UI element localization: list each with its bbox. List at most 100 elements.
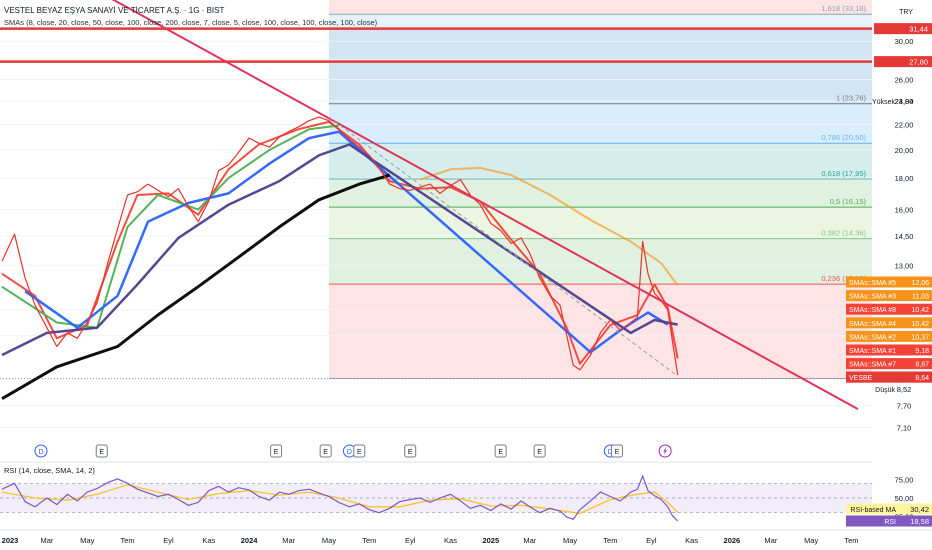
badge-label: SMAs::SMA #5 xyxy=(849,280,896,287)
fib-zone-6 xyxy=(328,284,872,379)
time-tick-label: 2023 xyxy=(2,536,19,545)
badge-value: 27,80 xyxy=(909,58,928,67)
fib-level-label: 0,5 (16,15) xyxy=(830,197,867,206)
rsi-ma-badge: RSI-based MA 30,42 xyxy=(846,503,932,515)
earnings-event-icon[interactable] xyxy=(404,444,417,458)
fib-zone-top xyxy=(328,0,872,15)
time-tick-label: May xyxy=(563,536,577,545)
price-tick-label: 22,00 xyxy=(895,120,914,129)
trendlines[interactable] xyxy=(2,0,859,410)
earnings-event-icon[interactable] xyxy=(270,444,283,458)
badge-bg xyxy=(846,317,932,329)
earnings-event-icon[interactable] xyxy=(494,444,507,458)
price-tick-label: 13,00 xyxy=(895,261,914,270)
low-price-tag: Düşük 8,52 xyxy=(875,385,911,394)
badge-label: SMAs::SMA #7 xyxy=(849,362,896,369)
trendline-1[interactable] xyxy=(328,116,678,377)
earnings-event-icon[interactable] xyxy=(95,444,108,458)
earnings-event-icon[interactable] xyxy=(533,444,546,458)
earnings-event-icon[interactable] xyxy=(353,444,366,458)
time-tick-label: May xyxy=(80,536,94,545)
badge-label: SMAs::SMA #3 xyxy=(849,294,896,301)
fib-zone-4 xyxy=(328,207,872,239)
fib-zone-1 xyxy=(328,103,872,144)
price-tick-label: 26,00 xyxy=(895,76,914,85)
high-price-tag: Yüksek 23,84 xyxy=(872,97,913,106)
indicators-legend: SMAs (8, close, 20, close, 50, close, 10… xyxy=(4,18,378,27)
badge-label: SMAs::SMA #2 xyxy=(849,334,896,341)
fib-level-label: 0,382 (14,36) xyxy=(821,229,866,238)
dividend-event-icon[interactable] xyxy=(34,444,48,458)
fib-zone-ext xyxy=(328,28,872,104)
time-tick-label: Eyl xyxy=(646,536,657,545)
currency-label: TRY xyxy=(899,9,913,16)
time-tick-label: Mar xyxy=(523,536,536,545)
badge-bg xyxy=(846,371,932,383)
price-tick-label: 14,50 xyxy=(895,232,914,241)
price-tick-label: 30,00 xyxy=(895,37,914,46)
badge-value: 30,42 xyxy=(910,505,929,514)
price-line xyxy=(1,116,679,375)
hline-value-badge: 27,80 xyxy=(874,56,932,68)
earnings-event-icon[interactable] xyxy=(319,444,332,458)
time-tick-label: Kas xyxy=(444,536,457,545)
earnings-event-icon[interactable] xyxy=(610,444,623,458)
rsi-tick-label: 75,00 xyxy=(895,476,914,485)
price-tick-label: 24,00 xyxy=(895,97,914,106)
price-tick-label: 20,00 xyxy=(895,146,914,155)
price-tick-label: 7,10 xyxy=(897,423,912,432)
sma-value-badge: SMAs::SMA #4 10,42 xyxy=(846,317,932,329)
price-series xyxy=(0,116,872,379)
fib-level-label: 1 (23,76) xyxy=(836,94,867,103)
fib-level-label: 0,236 (12,12) xyxy=(821,274,866,283)
price-axis-bg xyxy=(872,0,932,550)
time-tick-label: Tem xyxy=(120,536,134,545)
rsi-panel xyxy=(0,461,932,522)
badge-label: RSI xyxy=(884,519,896,526)
hline-value-badge: 31,44 xyxy=(874,23,932,35)
badge-label: VESBE xyxy=(849,375,873,382)
badge-label: RSI-based MA xyxy=(850,507,896,514)
badge-bg xyxy=(846,290,932,302)
rsi-band xyxy=(0,483,872,513)
badge-value: 10,42 xyxy=(911,321,929,328)
fibonacci-labels: 1,618 (33,18) 1 (23,76) 0,786 (20,50) 0,618… xyxy=(821,4,866,283)
time-axis[interactable]: 2023 Mar May Tem Eyl Kas 2024 Mar May Tem Eyl Kas 20… xyxy=(0,529,932,545)
rsi-value-badge: RSI 18,58 xyxy=(846,515,932,527)
badge-bg xyxy=(874,56,932,68)
time-tick-label: Mar xyxy=(41,536,54,545)
event-letter: E xyxy=(408,449,413,456)
fibonacci-retracement[interactable] xyxy=(328,0,872,380)
trendline-0[interactable] xyxy=(2,0,859,410)
rsi-line xyxy=(1,474,679,522)
event-letter: E xyxy=(323,449,328,456)
time-tick-label: 2026 xyxy=(724,536,741,545)
badge-value: 18,58 xyxy=(910,517,929,526)
fib-zone-5 xyxy=(328,238,872,285)
price-grid xyxy=(0,40,872,428)
horizontal-lines[interactable] xyxy=(0,27,872,63)
badge-bg xyxy=(874,23,932,35)
badge-bg xyxy=(846,358,932,370)
sma-value-badge: SMAs::SMA #3 11,03 xyxy=(846,290,932,302)
sma-value-badge: SMAs::SMA #1 9,18 xyxy=(846,344,932,356)
sma-line-100orange xyxy=(419,166,679,286)
price-tag-value: 8,52 xyxy=(897,385,912,394)
time-tick-label: Mar xyxy=(764,536,777,545)
badge-bg xyxy=(846,303,932,315)
time-tick-label: May xyxy=(804,536,818,545)
badge-bg xyxy=(846,503,932,515)
event-letter: E xyxy=(274,449,279,456)
price-tick-label: 16,00 xyxy=(895,206,914,215)
fib-level-label: 0,618 (17,95) xyxy=(821,169,866,178)
badge-value: 8,64 xyxy=(915,375,929,382)
badge-value: 9,18 xyxy=(915,348,929,355)
chart-title: VESTEL BEYAZ EŞYA SANAYİ VE TİCARET A.Ş.… xyxy=(4,6,224,15)
badge-bg xyxy=(846,515,932,527)
price-axis[interactable]: 7,107,708,5010,0011,0013,0014,5016,0018,… xyxy=(872,0,932,550)
badge-value: 10,42 xyxy=(911,307,929,314)
badge-value: 12,06 xyxy=(911,280,929,287)
